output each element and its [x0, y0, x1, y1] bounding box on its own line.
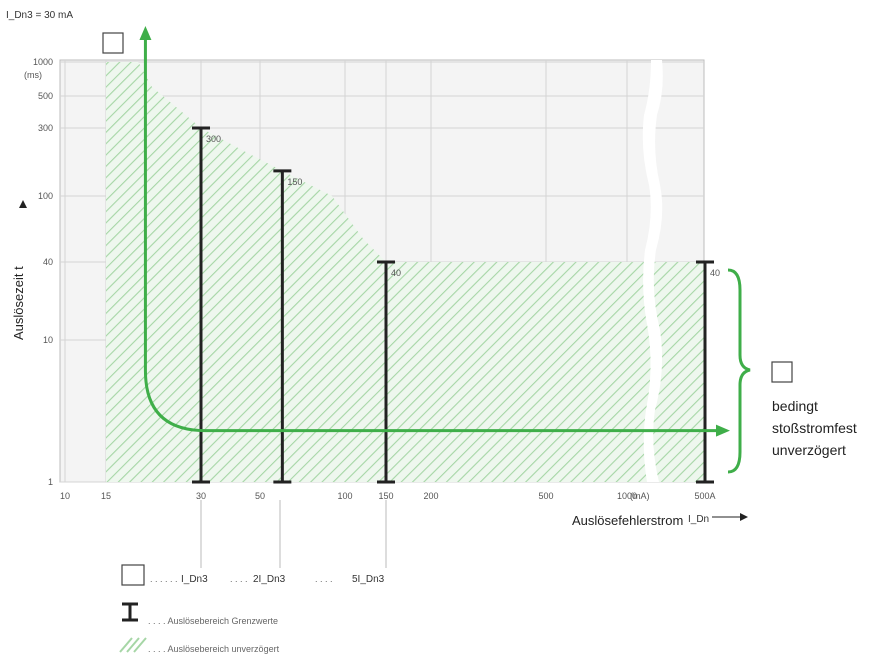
limit-bar-label: 300: [206, 134, 221, 144]
right-brace: [727, 268, 751, 474]
x-arrow-icon: [740, 513, 748, 521]
bracket-label-2: stoßstromfest: [772, 420, 857, 436]
x-tick-label: 50: [255, 491, 265, 501]
limit-bar: 300: [192, 126, 221, 484]
y-tick-label: 100: [38, 191, 53, 201]
legend-item-1: . . . . Auslösebereich Grenzwerte: [148, 616, 278, 626]
y-tick-label: 10: [43, 335, 53, 345]
checkbox-top[interactable]: [102, 32, 124, 54]
x-tick-label: 15: [101, 491, 111, 501]
rated-current-title: I_Dn3 = 30 mA: [6, 10, 73, 21]
axis-ticks: 10 15 30 50 100 150 200 500 1000 500A 1 10 40 100 300 5…: [33, 57, 716, 501]
bracket-label-3: unverzögert: [772, 442, 846, 458]
x-axis-label: Auslösefehlerstrom: [572, 513, 683, 528]
x-tick-label: 30: [196, 491, 206, 501]
limit-bar: 40: [696, 260, 720, 484]
x-tick-label: 100: [337, 491, 352, 501]
limit-bar: 40: [377, 260, 401, 484]
x-tick-label: 200: [423, 491, 438, 501]
trip-curve-line: [143, 38, 718, 433]
checkbox-legend[interactable]: [121, 564, 145, 586]
legend-dots: . . . . . . . . . . . . . . . . . . . . …: [150, 574, 333, 584]
legend-item-2: . . . . Auslösebereich unverzögert: [148, 644, 280, 654]
y-axis-label: Auslösezeit t: [11, 266, 26, 340]
limit-bar-label: 40: [391, 268, 401, 278]
y-tick-label: 500: [38, 91, 53, 101]
trip-curve: [139, 26, 730, 437]
x-tick-label: 500A: [694, 491, 715, 501]
limit-bar-label: 40: [710, 268, 720, 278]
y-arrow-icon: [19, 200, 27, 208]
multiple-2: 2I_Dn3: [253, 574, 286, 585]
x-tick-label: 500: [538, 491, 553, 501]
limit-bar-label: 150: [287, 177, 302, 187]
axis-break: [642, 60, 663, 482]
legend-bar-icon: [122, 602, 138, 622]
y-tick-label: 1000: [33, 57, 53, 67]
x-tick-label: 150: [378, 491, 393, 501]
y-tick-label: 300: [38, 123, 53, 133]
x-tick-label: 10: [60, 491, 70, 501]
y-unit: (ms): [24, 70, 42, 80]
multiple-1: I_Dn3: [181, 574, 208, 585]
x-axis-symbol: I_Dn: [688, 514, 709, 525]
right-arrow-icon: [716, 424, 730, 437]
hatched-region: [106, 62, 704, 482]
x-unit: (mA): [630, 491, 650, 501]
checkbox-right[interactable]: [771, 361, 793, 383]
multiple-3: 5I_Dn3: [352, 574, 385, 585]
bracket-label-1: bedingt: [772, 398, 818, 414]
up-arrow-icon: [139, 26, 152, 40]
x-tick-label: 1000: [617, 491, 637, 501]
y-tick-label: 1: [48, 477, 53, 487]
y-tick-label: 40: [43, 257, 53, 267]
legend-hatch-icon: [119, 637, 147, 653]
